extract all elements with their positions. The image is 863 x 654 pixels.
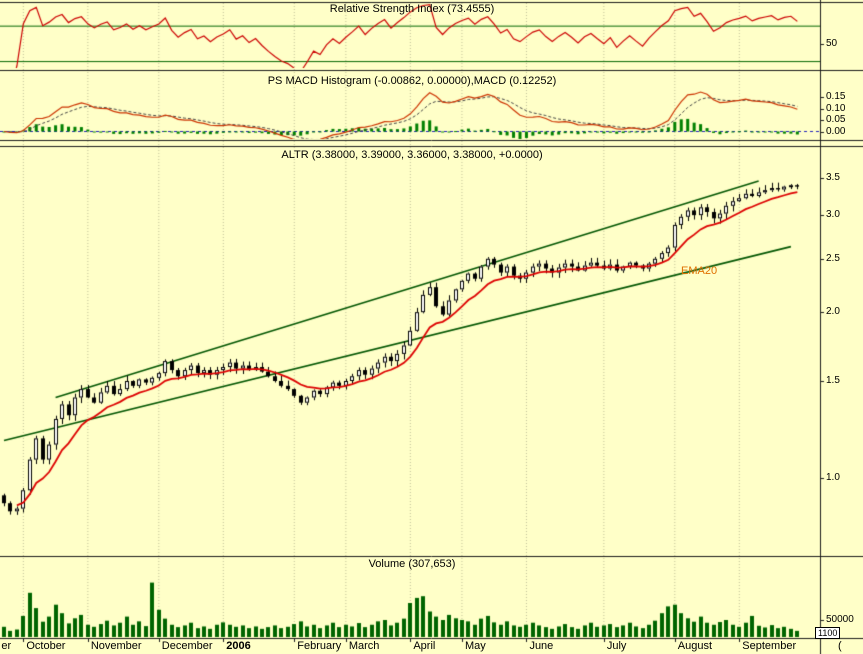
y-axis-label: 2.5 <box>826 252 840 264</box>
x-axis-label: May <box>464 640 486 652</box>
x-axis-label: ( <box>837 640 842 652</box>
price-panel-title: ALTR (3.38000, 3.39000, 3.36000, 3.38000… <box>281 149 543 161</box>
y-axis-label: 3.0 <box>826 209 840 221</box>
y-axis-label: 50 <box>826 37 838 49</box>
volume-panel-title: Volume (307,653) <box>368 558 456 570</box>
x-axis-label: 2006 <box>226 640 251 652</box>
x-axis-label: July <box>606 640 627 652</box>
y-axis-label: 2.0 <box>826 306 840 318</box>
y-axis-label: 0.05 <box>826 114 846 125</box>
bar-interval-box: 1100 <box>815 627 841 639</box>
x-axis-label: er <box>1 640 12 652</box>
x-axis-label: September <box>742 640 797 652</box>
macd-panel-title: PS MACD Histogram (-0.00862, 0.00000),MA… <box>267 75 557 87</box>
ema20-label: EMA20 <box>681 265 718 277</box>
y-axis-label: 0.00 <box>826 125 846 137</box>
x-axis-label: August <box>677 640 713 652</box>
y-axis-label: 3.5 <box>826 172 840 184</box>
x-axis-label: December <box>161 640 213 652</box>
x-axis-label: February <box>297 640 342 652</box>
x-axis-label: June <box>529 640 554 652</box>
y-axis-label: 0.15 <box>826 91 846 102</box>
x-axis-label: November <box>90 640 142 652</box>
x-axis-label: April <box>413 640 436 652</box>
rsi-panel-title: Relative Strength Index (73.4555) <box>329 3 495 15</box>
y-axis-label: 1.5 <box>826 374 840 386</box>
x-axis-label: October <box>26 640 66 652</box>
x-axis-label: March <box>348 640 380 652</box>
y-axis-label: 1.0 <box>826 472 840 483</box>
y-axis-label: 0.10 <box>826 102 846 114</box>
y-axis-label: 50000 <box>826 614 854 625</box>
